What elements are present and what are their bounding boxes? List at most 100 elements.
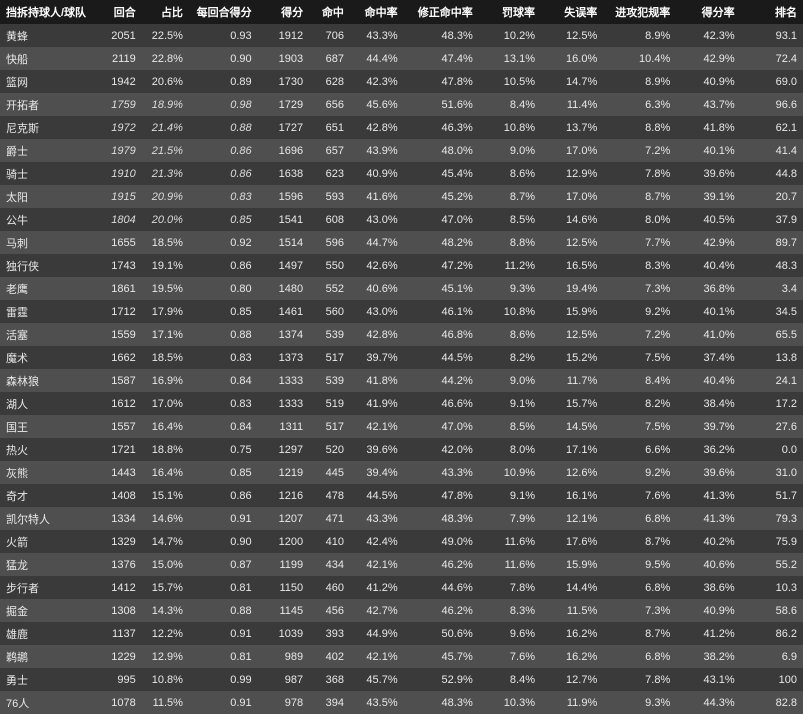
cell-to: 12.1% [541, 507, 603, 530]
cell-ppp: 0.85 [189, 208, 258, 231]
table-row: 热火172118.8%0.75129752039.6%42.0%8.0%17.1… [0, 438, 803, 461]
cell-ppp: 0.88 [189, 599, 258, 622]
cell-poss: 1942 [94, 70, 141, 93]
cell-to: 15.9% [541, 553, 603, 576]
cell-rank: 79.3 [741, 507, 803, 530]
cell-adjfg: 44.6% [404, 576, 479, 599]
cell-poss: 1408 [94, 484, 141, 507]
cell-fgpct: 43.5% [350, 691, 404, 714]
table-row: 尼克斯197221.4%0.88172765142.8%46.3%10.8%13… [0, 116, 803, 139]
cell-team: 森林狼 [0, 369, 94, 392]
cell-score: 39.6% [676, 461, 740, 484]
cell-team: 尼克斯 [0, 116, 94, 139]
cell-ft: 10.2% [479, 24, 541, 47]
cell-score: 42.3% [676, 24, 740, 47]
cell-fg: 394 [309, 691, 350, 714]
cell-ft: 9.3% [479, 277, 541, 300]
table-row: 凯尔特人133414.6%0.91120747143.3%48.3%7.9%12… [0, 507, 803, 530]
cell-ppp: 0.90 [189, 530, 258, 553]
cell-fgpct: 44.5% [350, 484, 404, 507]
cell-foul: 6.8% [603, 507, 676, 530]
cell-rank: 100 [741, 668, 803, 691]
cell-team: 公牛 [0, 208, 94, 231]
col-header-poss: 回合 [94, 0, 141, 24]
cell-ppp: 0.93 [189, 24, 258, 47]
cell-adjfg: 46.3% [404, 116, 479, 139]
cell-poss: 1979 [94, 139, 141, 162]
cell-ppp: 0.86 [189, 139, 258, 162]
cell-fgpct: 44.4% [350, 47, 404, 70]
col-header-ppp: 每回合得分 [189, 0, 258, 24]
table-row: 湖人161217.0%0.83133351941.9%46.6%9.1%15.7… [0, 392, 803, 415]
cell-pts: 1480 [258, 277, 310, 300]
cell-score: 41.3% [676, 484, 740, 507]
cell-team: 活塞 [0, 323, 94, 346]
cell-score: 40.9% [676, 599, 740, 622]
stats-table-container: 挡拆持球人/球队回合占比每回合得分得分命中命中率修正命中率罚球率失误率进攻犯规率… [0, 0, 803, 714]
cell-pct: 21.3% [142, 162, 189, 185]
cell-pts: 1207 [258, 507, 310, 530]
cell-fgpct: 40.6% [350, 277, 404, 300]
table-row: 黄蜂205122.5%0.93191270643.3%48.3%10.2%12.… [0, 24, 803, 47]
cell-ft: 10.8% [479, 300, 541, 323]
cell-foul: 8.7% [603, 622, 676, 645]
cell-ft: 10.3% [479, 691, 541, 714]
cell-adjfg: 47.8% [404, 70, 479, 93]
cell-ft: 9.0% [479, 369, 541, 392]
table-row: 森林狼158716.9%0.84133353941.8%44.2%9.0%11.… [0, 369, 803, 392]
cell-foul: 7.2% [603, 139, 676, 162]
cell-ft: 9.1% [479, 484, 541, 507]
cell-rank: 0.0 [741, 438, 803, 461]
cell-rank: 6.9 [741, 645, 803, 668]
cell-team: 老鹰 [0, 277, 94, 300]
cell-pct: 12.9% [142, 645, 189, 668]
cell-poss: 1712 [94, 300, 141, 323]
cell-team: 奇才 [0, 484, 94, 507]
cell-poss: 1804 [94, 208, 141, 231]
table-row: 开拓者175918.9%0.98172965645.6%51.6%8.4%11.… [0, 93, 803, 116]
cell-fgpct: 39.7% [350, 346, 404, 369]
table-row: 掘金130814.3%0.88114545642.7%46.2%8.3%11.5… [0, 599, 803, 622]
cell-team: 雄鹿 [0, 622, 94, 645]
cell-ppp: 0.92 [189, 231, 258, 254]
cell-ppp: 0.98 [189, 93, 258, 116]
cell-adjfg: 48.3% [404, 691, 479, 714]
cell-adjfg: 44.5% [404, 346, 479, 369]
table-row: 太阳191520.9%0.83159659341.6%45.2%8.7%17.0… [0, 185, 803, 208]
header-row: 挡拆持球人/球队回合占比每回合得分得分命中命中率修正命中率罚球率失误率进攻犯规率… [0, 0, 803, 24]
cell-ft: 13.1% [479, 47, 541, 70]
cell-rank: 82.8 [741, 691, 803, 714]
cell-adjfg: 48.3% [404, 24, 479, 47]
cell-pct: 14.7% [142, 530, 189, 553]
cell-fgpct: 43.3% [350, 24, 404, 47]
cell-pts: 1373 [258, 346, 310, 369]
table-row: 雄鹿113712.2%0.91103939344.9%50.6%9.6%16.2… [0, 622, 803, 645]
cell-pct: 17.1% [142, 323, 189, 346]
cell-fgpct: 39.4% [350, 461, 404, 484]
cell-poss: 1655 [94, 231, 141, 254]
cell-pts: 1200 [258, 530, 310, 553]
table-row: 勇士99510.8%0.9998736845.7%52.9%8.4%12.7%7… [0, 668, 803, 691]
cell-foul: 7.5% [603, 415, 676, 438]
cell-ppp: 0.86 [189, 254, 258, 277]
cell-fg: 550 [309, 254, 350, 277]
cell-foul: 8.8% [603, 116, 676, 139]
cell-poss: 1308 [94, 599, 141, 622]
cell-to: 14.4% [541, 576, 603, 599]
col-header-fg: 命中 [309, 0, 350, 24]
cell-ppp: 0.81 [189, 576, 258, 599]
cell-adjfg: 46.2% [404, 553, 479, 576]
cell-to: 11.7% [541, 369, 603, 392]
cell-foul: 7.5% [603, 346, 676, 369]
cell-team: 猛龙 [0, 553, 94, 576]
cell-to: 11.4% [541, 93, 603, 116]
cell-poss: 2119 [94, 47, 141, 70]
cell-ft: 7.8% [479, 576, 541, 599]
cell-fg: 517 [309, 415, 350, 438]
cell-score: 40.1% [676, 300, 740, 323]
cell-foul: 7.3% [603, 277, 676, 300]
cell-fgpct: 45.7% [350, 668, 404, 691]
cell-pts: 1216 [258, 484, 310, 507]
cell-foul: 7.2% [603, 323, 676, 346]
cell-rank: 89.7 [741, 231, 803, 254]
